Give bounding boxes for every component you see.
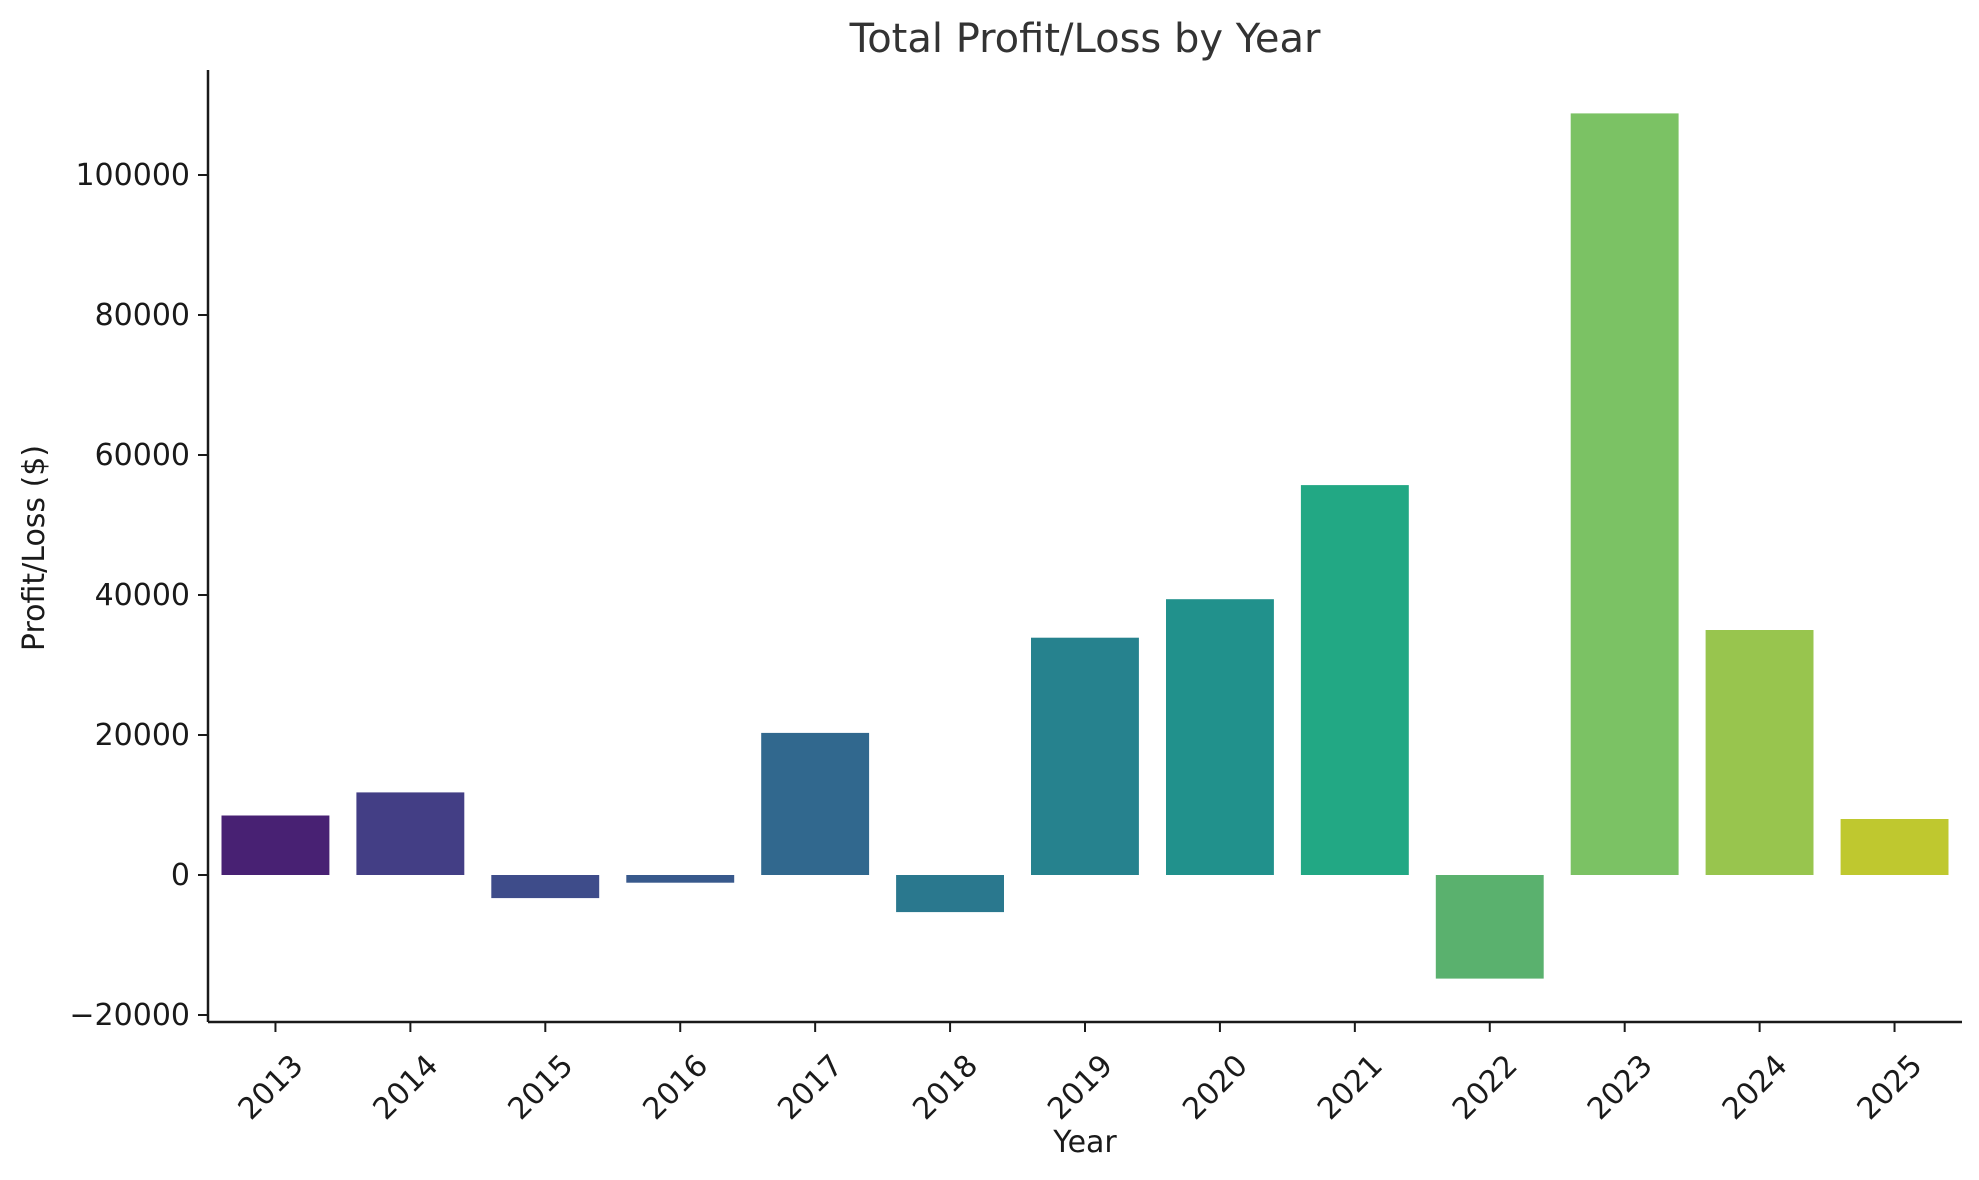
bar-2020 [1166, 599, 1274, 875]
x-tick-label: 2022 [1446, 1048, 1525, 1127]
bars-group [221, 113, 1949, 979]
x-axis-label: Year [1052, 1125, 1117, 1160]
x-tick-label: 2017 [771, 1048, 850, 1127]
x-tick-label: 2019 [1041, 1048, 1120, 1127]
y-axis-ticks: −20000 0 20000 40000 60000 80000 100000 [69, 158, 208, 1033]
bar-2019 [1031, 637, 1139, 875]
x-tick-label: 2013 [232, 1048, 311, 1127]
y-tick-label: −20000 [69, 998, 190, 1033]
y-tick-label: 80000 [95, 298, 190, 333]
bar-2016 [626, 875, 735, 883]
x-tick-label: 2018 [906, 1048, 985, 1127]
bar-2023 [1570, 113, 1679, 875]
x-tick-label: 2020 [1176, 1048, 1255, 1127]
chart-title: Total Profit/Loss by Year [849, 16, 1321, 62]
bar-2022 [1435, 875, 1544, 979]
y-tick-label: 100000 [75, 158, 190, 193]
bar-2018 [896, 875, 1004, 913]
x-tick-label: 2016 [636, 1048, 715, 1127]
y-tick-label: 20000 [95, 718, 190, 753]
x-tick-label: 2015 [501, 1048, 580, 1127]
x-tick-label: 2024 [1716, 1048, 1795, 1127]
y-tick-label: 0 [171, 858, 190, 893]
x-axis-ticks: 2013 2014 2015 2016 2017 2018 2019 2020 2021 2022… [232, 1022, 1930, 1127]
bar-2015 [491, 875, 600, 899]
bar-2017 [761, 732, 870, 875]
bar-2013 [221, 815, 330, 875]
y-tick-label: 60000 [95, 438, 190, 473]
x-tick-label: 2023 [1581, 1048, 1660, 1127]
x-tick-label: 2021 [1311, 1048, 1390, 1127]
bar-2025 [1840, 819, 1949, 875]
y-tick-label: 40000 [95, 578, 190, 613]
x-tick-label: 2014 [367, 1048, 446, 1127]
y-axis-label: Profit/Loss ($) [17, 445, 52, 651]
bar-2021 [1300, 485, 1409, 875]
bar-2014 [356, 792, 465, 875]
x-tick-label: 2025 [1851, 1048, 1930, 1127]
bar-2024 [1705, 630, 1814, 875]
